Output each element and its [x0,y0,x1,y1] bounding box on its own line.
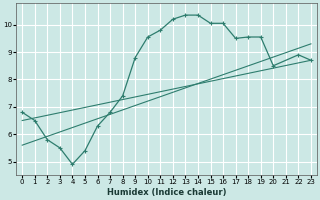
X-axis label: Humidex (Indice chaleur): Humidex (Indice chaleur) [107,188,226,197]
